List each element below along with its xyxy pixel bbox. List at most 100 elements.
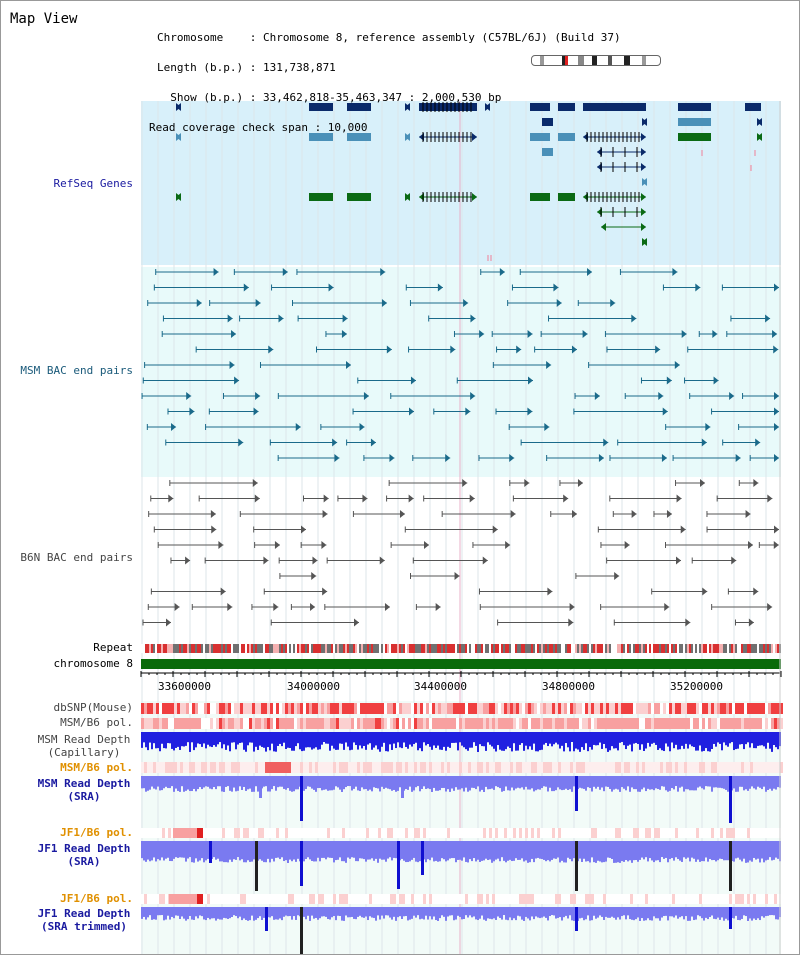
depth-bar: [209, 907, 211, 920]
bac-end-arrow: [482, 556, 488, 565]
gene-block: [745, 103, 761, 111]
depth-bar: [573, 776, 575, 787]
gene-arrow: [558, 133, 563, 141]
depth-bar: [701, 841, 703, 862]
pol-cell: [549, 718, 552, 729]
bac-end-arrow: [773, 345, 779, 354]
pol-cell: [240, 703, 243, 714]
pol-cell: [384, 762, 387, 773]
depth-bar: [245, 907, 247, 920]
pol-cell: [702, 718, 705, 729]
bac-end-arrow: [753, 587, 759, 596]
repeat-segment: [549, 644, 551, 653]
length-line: Length (b.p.) : 131,738,871: [157, 61, 336, 74]
depth-bar: [255, 907, 257, 920]
depth-bar: [151, 776, 153, 787]
repeat-segment: [241, 644, 243, 653]
bac-end-arrow: [332, 438, 338, 447]
depth-bar: [241, 732, 243, 743]
pol-cell: [342, 828, 345, 838]
pol-cell: [153, 703, 156, 714]
pol-cell: [495, 828, 498, 838]
depth-bar: [331, 907, 333, 918]
depth-bar: [555, 776, 557, 791]
depth-bar: [357, 907, 359, 917]
depth-bar: [147, 732, 149, 751]
pol-cell: [615, 762, 618, 773]
depth-bar: [515, 907, 517, 921]
pol-cell: [153, 762, 156, 773]
depth-bar: [355, 776, 357, 787]
depth-bar: [543, 776, 545, 787]
depth-bar: [181, 907, 183, 917]
bac-end-arrow: [399, 510, 405, 518]
repeat-segment: [481, 644, 483, 653]
pol-cell: [570, 762, 573, 773]
depth-bar: [221, 732, 223, 749]
depth-bar: [217, 776, 219, 787]
pol-cell: [168, 762, 171, 773]
depth-bar: [387, 732, 389, 752]
repeat-segment: [243, 644, 245, 653]
pol-cell: [657, 703, 660, 714]
bac-end-arrow: [185, 556, 191, 565]
depth-bar: [273, 732, 275, 752]
bac-end-arrow: [774, 407, 779, 416]
depth-bar: [399, 776, 401, 788]
depth-bar: [305, 732, 307, 748]
pol-cell: [699, 894, 702, 904]
depth-bar: [513, 841, 515, 861]
depth-spike: [209, 841, 212, 863]
depth-bar: [563, 732, 565, 752]
repeat-segment: [149, 644, 151, 653]
depth-bar: [235, 776, 237, 792]
depth-bar: [533, 732, 535, 744]
pol-hotspot: [265, 762, 291, 773]
pol-cell: [516, 762, 519, 773]
pol-cell: [588, 703, 591, 714]
depth-bar: [771, 907, 773, 916]
depth-bar: [463, 776, 465, 792]
depth-bar: [745, 841, 747, 863]
depth-bar: [687, 841, 689, 858]
depth-bar: [549, 732, 551, 744]
bac-end-arrow: [435, 603, 441, 611]
depth-bar: [417, 776, 419, 787]
depth-bar: [201, 841, 203, 859]
repeat-segment: [721, 644, 723, 653]
depth-bar: [605, 732, 607, 749]
pol-cell: [540, 718, 543, 729]
pol-cell: [519, 762, 522, 773]
depth-bar: [183, 841, 185, 858]
depth-bar: [307, 732, 309, 748]
repeat-segment: [671, 644, 673, 653]
repeat-segment: [511, 644, 513, 653]
depth-bar: [255, 732, 257, 747]
bac-end-arrow: [674, 361, 680, 369]
depth-bar: [763, 732, 765, 747]
repeat-segment: [171, 644, 173, 653]
pol-cell: [477, 762, 480, 773]
depth-bar: [623, 776, 625, 789]
pol-cell: [183, 718, 186, 729]
depth-bar: [477, 907, 479, 921]
depth-bar: [143, 776, 145, 789]
pol-cell: [393, 894, 396, 904]
pol-cell: [333, 894, 336, 904]
depth-bar: [549, 907, 551, 917]
repeat-segment: [673, 644, 675, 653]
repeat-segment: [451, 644, 453, 653]
bac-end-arrow: [229, 361, 235, 369]
repeat-segment: [369, 644, 371, 653]
pol-cell: [393, 703, 396, 714]
msm-depth-capillary-line1: MSM Read Depth: [37, 733, 131, 746]
depth-bar: [767, 732, 769, 743]
pol-cell: [240, 718, 243, 729]
bac-end-arrow: [774, 392, 779, 400]
repeat-segment: [305, 644, 307, 653]
chromosome-ideogram[interactable]: [531, 55, 661, 66]
depth-bar: [451, 841, 453, 859]
pol-cell: [390, 894, 393, 904]
depth-bar: [243, 776, 245, 787]
